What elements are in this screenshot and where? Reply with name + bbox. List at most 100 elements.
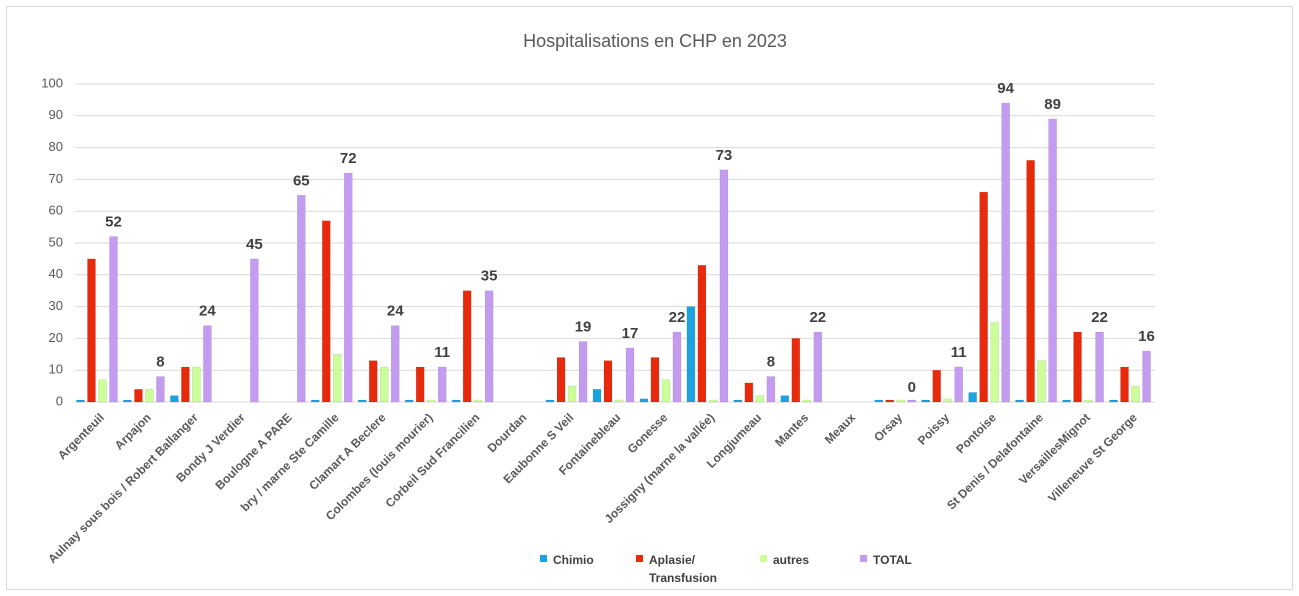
bar bbox=[603, 360, 613, 403]
bar bbox=[780, 395, 790, 403]
bar bbox=[791, 338, 801, 403]
bar bbox=[1015, 399, 1024, 403]
bar bbox=[639, 398, 649, 403]
chart-title: Hospitalisations en CHP en 2023 bbox=[523, 31, 787, 51]
bar bbox=[1062, 399, 1071, 403]
bar bbox=[1073, 331, 1082, 403]
bar bbox=[1001, 102, 1010, 403]
bar bbox=[1026, 160, 1035, 403]
y-tick-label: 70 bbox=[49, 171, 63, 186]
bar bbox=[322, 220, 331, 403]
bar bbox=[368, 360, 378, 403]
bar bbox=[1084, 399, 1093, 403]
chart-border bbox=[6, 6, 1293, 590]
data-label: 22 bbox=[1091, 309, 1108, 326]
data-label: 35 bbox=[481, 268, 498, 285]
data-label: 8 bbox=[767, 354, 775, 371]
bar bbox=[437, 366, 447, 403]
bar bbox=[134, 389, 143, 403]
bar bbox=[181, 366, 190, 403]
bar bbox=[170, 395, 179, 403]
data-label: 65 bbox=[293, 172, 310, 189]
bar bbox=[379, 366, 389, 403]
bar bbox=[98, 379, 107, 403]
bar bbox=[921, 399, 930, 403]
bar bbox=[672, 331, 682, 403]
bar bbox=[943, 398, 952, 403]
bar bbox=[578, 341, 588, 403]
bar bbox=[979, 191, 988, 403]
legend-item: autres bbox=[760, 551, 809, 569]
bar bbox=[311, 399, 320, 403]
bar bbox=[813, 331, 823, 403]
legend-label: TOTAL bbox=[873, 553, 912, 567]
bar bbox=[192, 366, 201, 403]
y-tick-label: 100 bbox=[41, 75, 63, 90]
bar bbox=[954, 366, 963, 403]
bar bbox=[874, 399, 883, 403]
bar bbox=[1109, 399, 1118, 403]
legend-item: Chimio bbox=[540, 551, 594, 569]
data-label: 11 bbox=[434, 344, 450, 361]
bar bbox=[990, 322, 999, 403]
bar bbox=[592, 389, 602, 403]
legend-label: Chimio bbox=[553, 553, 594, 567]
bar bbox=[1142, 350, 1151, 403]
y-tick-label: 90 bbox=[49, 107, 63, 122]
bar bbox=[686, 306, 696, 403]
bar bbox=[462, 290, 472, 403]
bar bbox=[719, 169, 729, 403]
bar bbox=[744, 382, 754, 403]
bar bbox=[156, 376, 165, 403]
y-tick-label: 0 bbox=[56, 393, 63, 408]
data-label: 89 bbox=[1044, 96, 1061, 113]
bar bbox=[390, 325, 400, 403]
legend-label: Aplasie/ Transfusion bbox=[649, 553, 718, 585]
bar bbox=[932, 369, 941, 403]
legend-swatch bbox=[760, 555, 767, 562]
bar bbox=[545, 399, 555, 403]
bar bbox=[567, 385, 577, 403]
bar bbox=[357, 399, 367, 403]
bar bbox=[145, 389, 154, 403]
data-label: 11 bbox=[951, 344, 967, 361]
legend-swatch bbox=[860, 555, 867, 562]
bar bbox=[415, 366, 425, 403]
data-label: 72 bbox=[340, 150, 357, 167]
bar bbox=[556, 357, 566, 403]
bar bbox=[1131, 385, 1140, 403]
bar bbox=[344, 172, 353, 403]
bar bbox=[426, 399, 436, 403]
bar bbox=[1037, 360, 1046, 403]
bar bbox=[123, 399, 132, 403]
bar bbox=[885, 399, 894, 403]
y-tick-label: 20 bbox=[49, 330, 63, 345]
bar bbox=[625, 347, 635, 403]
legend-item: TOTAL bbox=[860, 551, 912, 569]
bar bbox=[473, 399, 483, 403]
legend-label: autres bbox=[773, 553, 810, 567]
bar bbox=[708, 399, 718, 403]
bar bbox=[333, 354, 342, 403]
data-label: 19 bbox=[575, 319, 592, 336]
legend-swatch bbox=[636, 555, 643, 562]
bar bbox=[661, 379, 671, 403]
data-label: 73 bbox=[716, 147, 733, 164]
data-label: 17 bbox=[622, 325, 639, 342]
bar bbox=[1095, 331, 1104, 403]
bar bbox=[203, 325, 212, 403]
bar bbox=[484, 290, 494, 403]
data-label: 0 bbox=[908, 379, 916, 396]
bar bbox=[250, 258, 259, 403]
bar bbox=[451, 399, 461, 403]
bar bbox=[87, 258, 96, 403]
bar bbox=[76, 399, 85, 403]
bar bbox=[297, 195, 306, 403]
bar bbox=[755, 395, 765, 403]
y-tick-label: 40 bbox=[49, 266, 63, 281]
data-label: 52 bbox=[105, 214, 122, 231]
legend-swatch bbox=[540, 555, 547, 562]
legend-item: Aplasie/ Transfusion bbox=[636, 551, 729, 587]
bar bbox=[697, 265, 707, 403]
bar bbox=[1048, 118, 1057, 403]
